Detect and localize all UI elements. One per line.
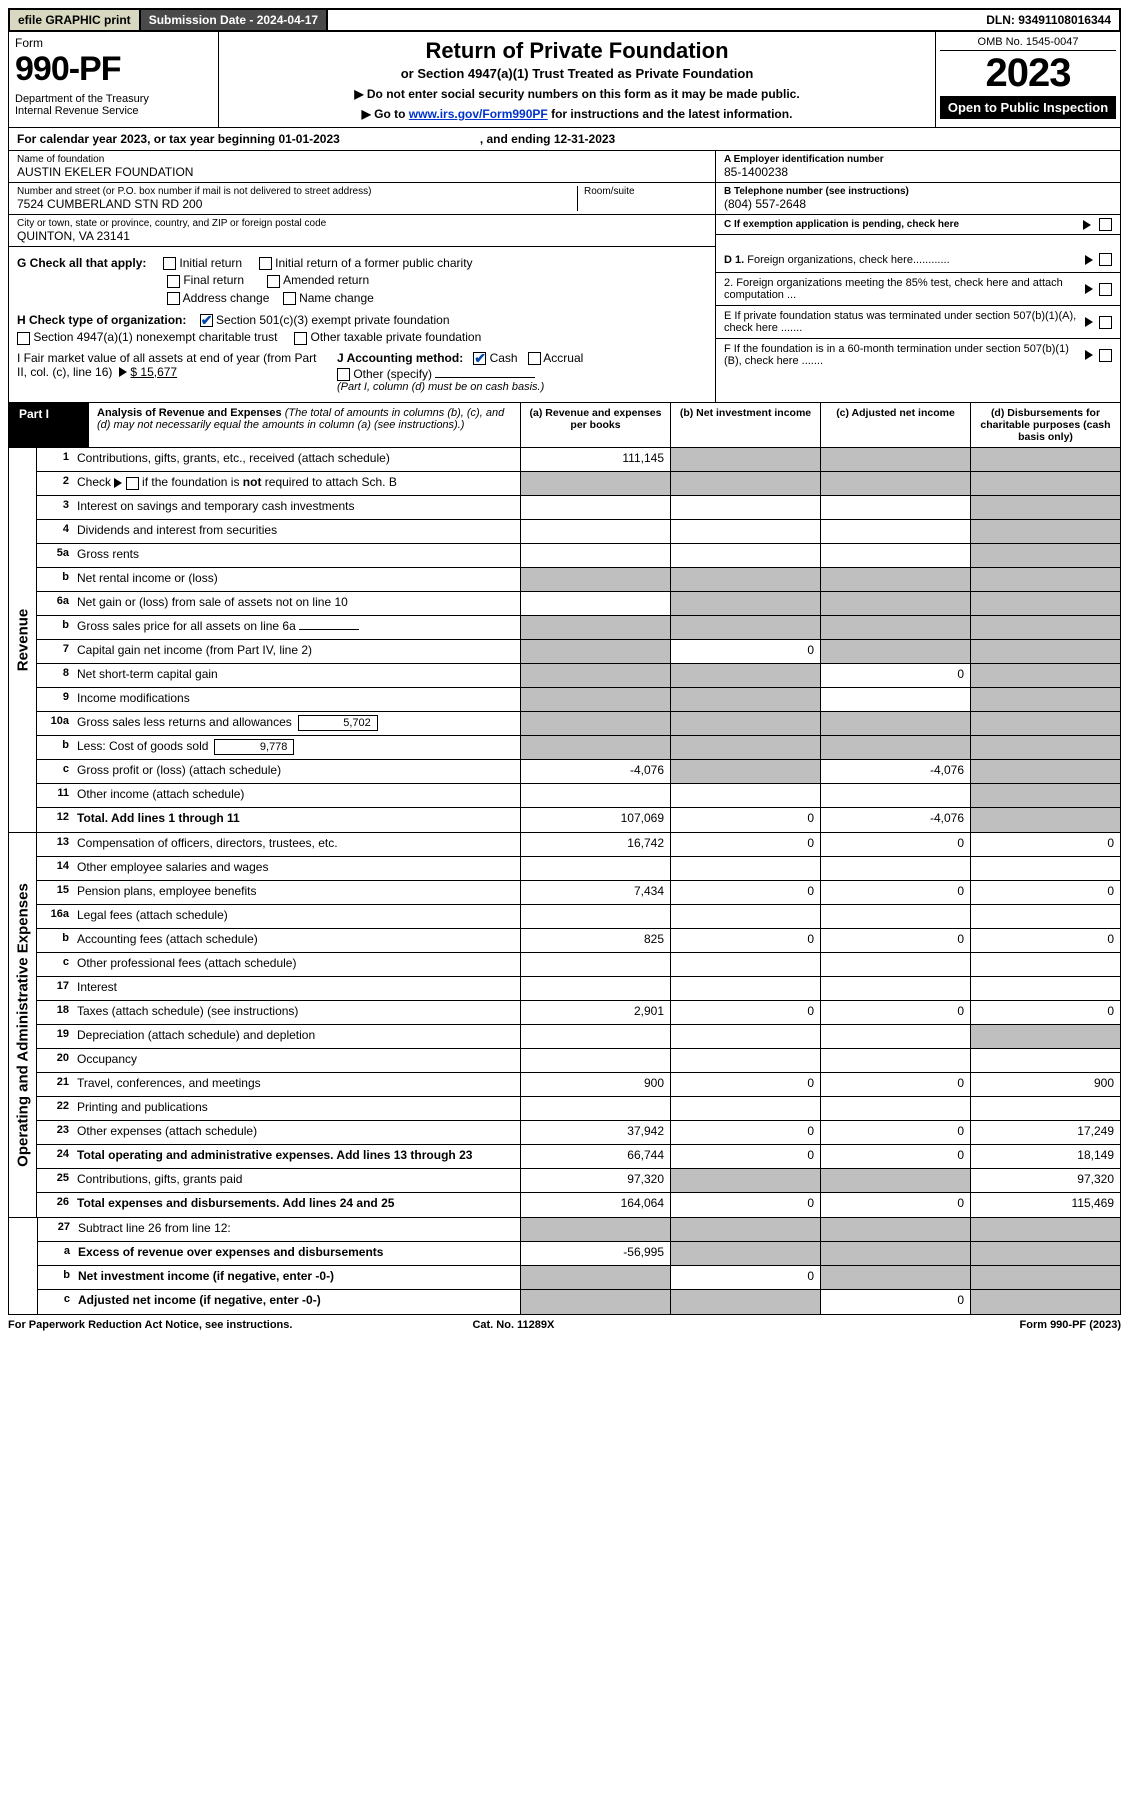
form990pf-link[interactable]: www.irs.gov/Form990PF: [409, 107, 548, 121]
footer-form: Form 990-PF (2023): [1020, 1319, 1122, 1331]
tax-year: 2023: [940, 51, 1116, 96]
open-public: Open to Public Inspection: [940, 96, 1116, 119]
form-header: Form 990-PF Department of the Treasury I…: [8, 32, 1121, 128]
h-label: H Check type of organization:: [17, 313, 186, 327]
submission-date: Submission Date - 2024-04-17: [141, 10, 328, 30]
arrow-icon: [1085, 255, 1093, 265]
phone: (804) 557-2648: [724, 197, 1112, 211]
identity-block: Name of foundation AUSTIN EKELER FOUNDAT…: [8, 151, 1121, 247]
form-number: 990-PF: [15, 50, 212, 89]
g-label: G Check all that apply:: [17, 256, 146, 270]
arrow-icon: [1085, 350, 1093, 360]
revenue-side-label: Revenue: [9, 448, 37, 832]
form-note1: ▶ Do not enter social security numbers o…: [229, 87, 925, 101]
form-word: Form: [15, 36, 212, 50]
part1-header: Part I Analysis of Revenue and Expenses …: [8, 403, 1121, 448]
col-c-header: (c) Adjusted net income: [820, 403, 970, 447]
g-amended-checkbox[interactable]: [267, 275, 280, 288]
room-label: Room/suite: [584, 186, 707, 197]
d1-checkbox[interactable]: [1099, 253, 1112, 266]
address: 7524 CUMBERLAND STN RD 200: [17, 197, 577, 211]
ein-label: A Employer identification number: [724, 154, 1112, 165]
calendar-year-row: For calendar year 2023, or tax year begi…: [8, 128, 1121, 151]
c-label: C If exemption application is pending, c…: [724, 219, 1083, 230]
g-initial-checkbox[interactable]: [163, 257, 176, 270]
g-final-checkbox[interactable]: [167, 275, 180, 288]
footer-cat: Cat. No. 11289X: [472, 1319, 554, 1331]
j-cash-checkbox[interactable]: [473, 352, 486, 365]
f-checkbox[interactable]: [1099, 349, 1112, 362]
j-other-checkbox[interactable]: [337, 368, 350, 381]
col-d-header: (d) Disbursements for charitable purpose…: [970, 403, 1120, 447]
i-value: $ 15,677: [130, 365, 177, 379]
arrow-icon: [119, 367, 127, 377]
j-accrual-checkbox[interactable]: [528, 352, 541, 365]
d2-label: 2. Foreign organizations meeting the 85%…: [724, 277, 1079, 301]
line27-table: 27Subtract line 26 from line 12: aExcess…: [8, 1218, 1121, 1315]
j-note: (Part I, column (d) must be on cash basi…: [337, 381, 707, 393]
col-a-header: (a) Revenue and expenses per books: [520, 403, 670, 447]
footer-left: For Paperwork Reduction Act Notice, see …: [8, 1319, 292, 1331]
g-name-checkbox[interactable]: [283, 292, 296, 305]
foundation-name: AUSTIN EKELER FOUNDATION: [17, 165, 707, 179]
e-label: E If private foundation status was termi…: [724, 310, 1079, 334]
h-501c3-checkbox[interactable]: [200, 314, 213, 327]
arrow-icon: [1085, 284, 1093, 294]
h-4947-checkbox[interactable]: [17, 332, 30, 345]
top-bar: efile GRAPHIC print Submission Date - 20…: [8, 8, 1121, 32]
omb-number: OMB No. 1545-0047: [940, 34, 1116, 51]
irs: Internal Revenue Service: [15, 105, 212, 117]
efile-print-button[interactable]: efile GRAPHIC print: [10, 10, 141, 30]
arrow-icon: [1085, 317, 1093, 327]
j-label: J Accounting method:: [337, 351, 463, 365]
city: QUINTON, VA 23141: [17, 229, 707, 243]
d2-checkbox[interactable]: [1099, 283, 1112, 296]
dept-treasury: Department of the Treasury: [15, 93, 212, 105]
d1-label: D 1. Foreign organizations, check here..…: [724, 254, 1079, 266]
dln: DLN: 93491108016344: [978, 10, 1119, 30]
f-label: F If the foundation is in a 60-month ter…: [724, 343, 1079, 367]
expenses-side-label: Operating and Administrative Expenses: [9, 833, 37, 1217]
col-b-header: (b) Net investment income: [670, 403, 820, 447]
part1-tag: Part I: [9, 403, 89, 447]
e-checkbox[interactable]: [1099, 316, 1112, 329]
check-section: G Check all that apply: Initial return I…: [8, 247, 1121, 403]
phone-label: B Telephone number (see instructions): [724, 186, 1112, 197]
form-note2: ▶ Go to www.irs.gov/Form990PF for instru…: [229, 107, 925, 121]
form-title: Return of Private Foundation: [229, 38, 925, 64]
foundation-name-label: Name of foundation: [17, 154, 707, 165]
revenue-table: Revenue 1Contributions, gifts, grants, e…: [8, 448, 1121, 833]
c-checkbox[interactable]: [1099, 218, 1112, 231]
arrow-icon: [1083, 220, 1091, 230]
part1-title: Analysis of Revenue and Expenses: [97, 407, 282, 419]
page-footer: For Paperwork Reduction Act Notice, see …: [8, 1315, 1121, 1335]
city-label: City or town, state or province, country…: [17, 218, 707, 229]
g-addr-checkbox[interactable]: [167, 292, 180, 305]
form-subtitle: or Section 4947(a)(1) Trust Treated as P…: [229, 66, 925, 81]
g-initial-pub-checkbox[interactable]: [259, 257, 272, 270]
expenses-table: Operating and Administrative Expenses 13…: [8, 833, 1121, 1218]
address-label: Number and street (or P.O. box number if…: [17, 186, 577, 197]
h-other-checkbox[interactable]: [294, 332, 307, 345]
ein: 85-1400238: [724, 165, 1112, 179]
